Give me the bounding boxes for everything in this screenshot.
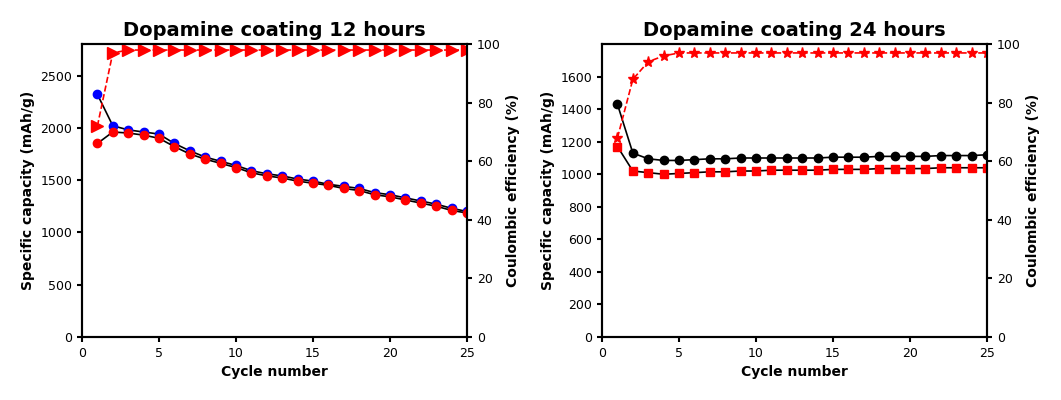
Y-axis label: Coulombic efficiency (%): Coulombic efficiency (%) [1026, 94, 1040, 287]
Y-axis label: Coulombic efficiency (%): Coulombic efficiency (%) [506, 94, 520, 287]
X-axis label: Cycle number: Cycle number [741, 365, 848, 379]
Title: Dopamine coating 24 hours: Dopamine coating 24 hours [643, 21, 945, 40]
Title: Dopamine coating 12 hours: Dopamine coating 12 hours [123, 21, 425, 40]
Y-axis label: Specific capacity (mAh/g): Specific capacity (mAh/g) [21, 91, 35, 290]
X-axis label: Cycle number: Cycle number [221, 365, 328, 379]
Y-axis label: Specific capacity (mAh/g): Specific capacity (mAh/g) [541, 91, 555, 290]
